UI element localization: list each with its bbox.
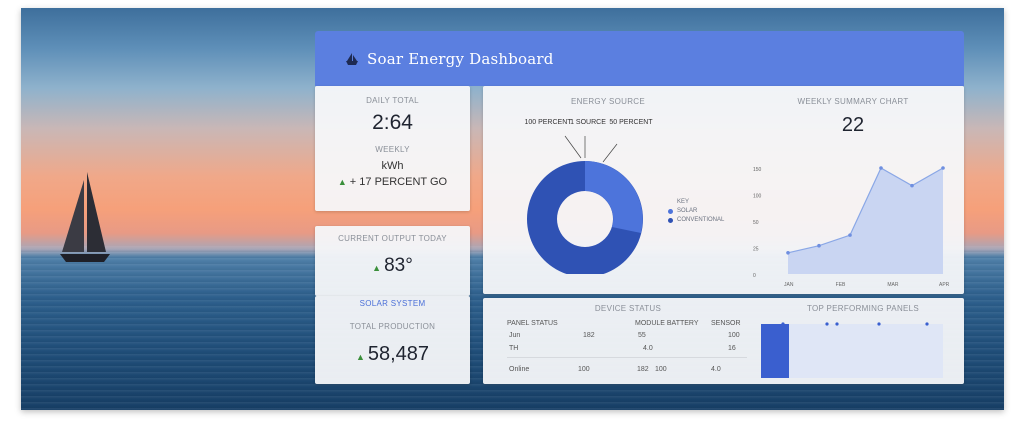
card-value-row: ▲ 83° <box>315 255 470 277</box>
table-cell: 4.0 <box>643 345 653 352</box>
bar-markers <box>781 322 929 326</box>
card-value: 58,487 <box>367 343 430 365</box>
series-line <box>787 167 944 254</box>
up-arrow-icon: ▲ <box>355 352 365 362</box>
table-cell: Online <box>509 366 530 373</box>
table-cell: 16 <box>728 345 736 352</box>
legend-item: CONVENTIONAL <box>668 217 724 223</box>
area-chart: 150 100 50 25 0 JAN FEB MAR APR <box>753 166 950 288</box>
up-arrow-icon: ▲ <box>337 177 347 187</box>
table-header: PANEL STATUS <box>507 320 558 327</box>
x-tick-label: APR <box>939 282 950 288</box>
table-cell: 4.0 <box>711 366 721 373</box>
sailboat-icon <box>60 172 110 262</box>
data-point[interactable] <box>910 183 914 188</box>
x-tick-label: JAN <box>784 282 794 288</box>
dashboard-title: Soar Energy Dashboard <box>367 49 554 68</box>
legend-label: CONVENTIONAL <box>677 217 725 223</box>
table-cell: TH <box>509 345 519 352</box>
y-tick-label: 100 <box>753 194 762 200</box>
donut-callout-3: 50 PERCENT <box>609 119 653 126</box>
trend-label: WEEKLY SUMMARY CHART <box>797 97 909 106</box>
trend-row: ▲ + 17 PERCENT GO <box>315 176 470 188</box>
legend-item: SOLAR <box>668 208 724 214</box>
table-cell: 100 <box>655 366 667 373</box>
card-unit: kWh <box>381 160 404 172</box>
card-value: 2:64 <box>372 111 413 134</box>
trend-value: 22 <box>841 114 865 136</box>
total-production-card[interactable]: SOLAR SYSTEM TOTAL PRODUCTION ▲ 58,487 <box>315 296 470 384</box>
bar-track <box>761 324 943 378</box>
card-value: 83° <box>384 255 413 276</box>
y-tick-label: 50 <box>753 220 759 226</box>
y-tick-label: 25 <box>753 247 759 253</box>
donut-callout-1: 100 PERCENT <box>524 119 572 126</box>
x-tick-label: FEB <box>836 282 846 288</box>
table-header: SENSOR <box>711 320 741 327</box>
legend-label: SOLAR <box>677 208 698 214</box>
data-point[interactable] <box>817 243 821 248</box>
card-label: TOTAL PRODUCTION <box>349 322 436 331</box>
dashboard-header: Soar Energy Dashboard <box>315 31 964 86</box>
ship-logo-icon <box>346 52 358 65</box>
table-cell: 182 <box>583 332 595 339</box>
table-label: DEVICE STATUS <box>594 304 662 313</box>
card-label: DAILY TOTAL <box>366 96 419 105</box>
data-point[interactable] <box>786 251 790 255</box>
legend-item: KEY <box>668 199 724 205</box>
daily-total-card[interactable]: DAILY TOTAL 2:64 WEEKLY kWh ▲ + 17 PERCEN… <box>315 86 470 211</box>
card-sublabel: WEEKLY <box>375 145 410 154</box>
background-photo: Soar Energy Dashboard DAILY TOTAL 2:64 W… <box>21 8 1004 410</box>
energy-overview-card: ENERGY SOURCE 100 PERCENT 1 SOURCE 50 PE… <box>483 86 964 294</box>
bar-marker <box>877 322 881 326</box>
card-label: CURRENT OUTPUT TODAY <box>338 234 447 243</box>
table-cell: 55 <box>638 332 646 339</box>
bar-fill[interactable] <box>761 324 789 378</box>
bar-marker <box>781 322 785 326</box>
bar-marker <box>925 322 929 326</box>
bar-marker <box>825 322 829 326</box>
up-arrow-icon: ▲ <box>372 263 382 273</box>
donut-label: ENERGY SOURCE <box>571 97 645 106</box>
donut-chart <box>527 135 643 274</box>
data-point[interactable] <box>879 166 883 170</box>
data-point[interactable] <box>848 233 852 237</box>
area-fill <box>788 168 943 274</box>
device-status-card: DEVICE STATUS PANEL STATUS MODULE BATTER… <box>483 298 964 384</box>
legend-title: KEY <box>677 199 690 205</box>
bar-marker <box>835 322 839 326</box>
y-tick-label: 150 <box>753 167 762 173</box>
donut-callout-2: 1 SOURCE <box>570 119 606 126</box>
bars-label: TOP PERFORMING PANELS <box>806 304 920 313</box>
data-point[interactable] <box>941 166 945 170</box>
table-cell: 182 <box>637 366 649 373</box>
legend-dot <box>668 217 673 223</box>
donut-slice-solar[interactable] <box>585 161 643 233</box>
trend-text: + 17 PERCENT GO <box>349 176 448 188</box>
callout-line <box>564 135 582 159</box>
y-tick-label: 0 <box>753 273 756 279</box>
table-cell: 100 <box>578 366 590 373</box>
table-divider <box>507 357 747 358</box>
callout-line <box>602 143 618 163</box>
x-tick-label: MAR <box>887 282 899 288</box>
current-output-card[interactable]: CURRENT OUTPUT TODAY ▲ 83° <box>315 226 470 296</box>
table-cell: Jun <box>509 332 521 339</box>
card2-sublabel: SOLAR SYSTEM <box>359 299 426 308</box>
card-value-row: ▲ 58,487 <box>315 343 470 366</box>
legend-dot <box>668 208 673 214</box>
donut-legend: KEY SOLAR CONVENTIONAL <box>668 199 724 226</box>
table-header: MODULE BATTERY <box>635 320 699 327</box>
table-cell: 100 <box>728 332 740 339</box>
